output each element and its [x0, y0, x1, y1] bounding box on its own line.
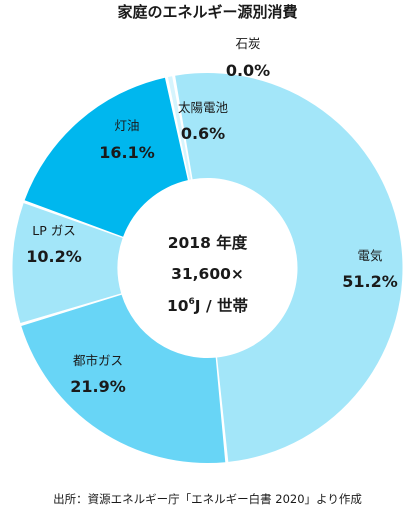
slice-3 — [12, 203, 123, 324]
slice-label-3: LP ガス — [32, 223, 75, 238]
slice-value-3: 10.2% — [26, 247, 82, 266]
slice-5 — [167, 76, 192, 180]
chart-title: 家庭のエネルギー源別消費 — [117, 3, 297, 21]
center-amount: 31,600× — [171, 265, 244, 283]
center-unit-exponent: 6 — [189, 297, 195, 307]
slice-value-1: 51.2% — [342, 272, 398, 291]
source-note: 出所：資源エネルギー庁「エネルギー白書 2020」より作成 — [53, 492, 362, 506]
center-unit-rest: J / 世帯 — [194, 296, 249, 315]
center-unit-base: 10 — [167, 297, 189, 315]
slice-2 — [21, 294, 226, 463]
slice-labels: 電気 51.2% 都市ガス 21.9% LP ガス 10.2% 灯油 16.1% 太陽電池 0.6… — [26, 36, 398, 396]
slice-value-2: 21.9% — [70, 377, 126, 396]
center-label: 2018 年度 31,600× 106J / 世帯 — [167, 233, 249, 315]
slice-label-5: 太陽電池 — [178, 100, 229, 115]
slice-4 — [24, 77, 188, 237]
slice-label-6: 石炭 — [235, 36, 260, 51]
slice-label-1: 電気 — [357, 248, 382, 263]
slice-label-2: 都市ガス — [73, 353, 123, 368]
slice-value-6: 0.0% — [226, 61, 270, 80]
slice-label-4: 灯油 — [114, 118, 139, 133]
slice-value-4: 16.1% — [99, 143, 155, 162]
center-unit: 106J / 世帯 — [167, 296, 249, 315]
slice-1 — [175, 72, 403, 462]
center-year: 2018 年度 — [168, 233, 248, 252]
donut-slices — [12, 72, 403, 463]
slice-value-5: 0.6% — [181, 124, 225, 143]
